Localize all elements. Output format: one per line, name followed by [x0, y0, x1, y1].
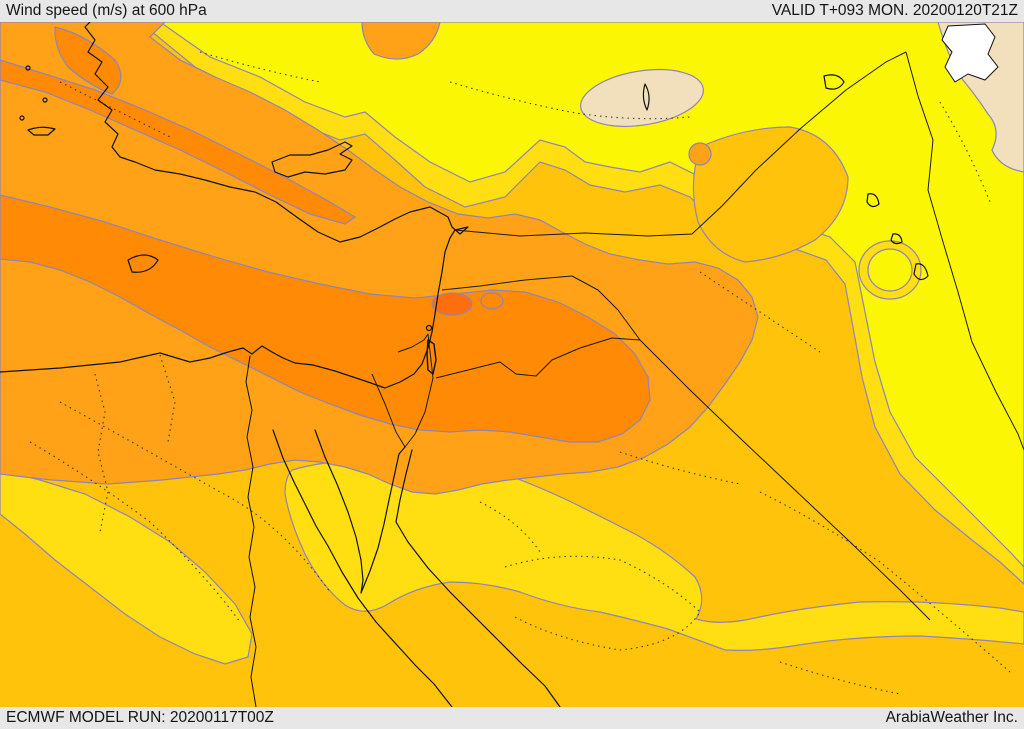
dotted-boundary [759, 491, 1011, 673]
dark-orange-streak-nw [0, 59, 357, 225]
coastline-red-sea-west [272, 429, 453, 707]
border-iraq-iran [905, 51, 1024, 451]
coastline-turkey-levant [0, 22, 469, 389]
yellow-cell-iraq [867, 248, 913, 292]
aegean-island [25, 65, 31, 71]
orange-spot-se-anatolia [688, 142, 712, 166]
dark-orange-blob-aegean [54, 26, 122, 95]
model-run-label: ECMWF MODEL RUN: 20200117T00Z [6, 709, 274, 726]
island-crete [27, 126, 56, 136]
dotted-boundary [619, 451, 741, 485]
sea-of-galilee [425, 324, 433, 332]
border-israel-north [397, 333, 429, 353]
border-jordan-valley [404, 333, 434, 448]
dotted-boundary [59, 81, 171, 138]
dotted-boundary [29, 441, 241, 623]
lake-van [823, 74, 845, 90]
lake-tharthar [866, 193, 880, 208]
dark-orange-core-levant [0, 194, 651, 443]
credit-label: ArabiaWeather Inc. [885, 709, 1018, 726]
coastline-sinai [314, 429, 406, 594]
aegean-island [42, 97, 48, 103]
footer-bar: ECMWF MODEL RUN: 20200117T00Z ArabiaWeat… [0, 707, 1024, 729]
coastline-red-sea-east [395, 449, 561, 707]
map-area [0, 22, 1024, 707]
white-patch-northeast [941, 23, 999, 83]
header-bar: Wind speed (m/s) at 600 hPa VALID T+093 … [0, 0, 1024, 22]
dotted-boundary [779, 661, 901, 695]
wind-speed-contour-map [0, 22, 1024, 707]
border-jordan-saudi-zigzag [435, 337, 931, 621]
border-israel-egypt [371, 373, 406, 448]
contour-ring-east-of-max [480, 292, 504, 310]
border-turkey-syria-iraq [454, 51, 907, 237]
dotted-boundary [479, 501, 541, 553]
island-rhodes [127, 254, 159, 273]
gold-band-southwest [0, 469, 253, 665]
lake-habbaniyah [890, 233, 903, 245]
nile-river [245, 355, 257, 707]
orange-blob-top-centre [361, 22, 441, 60]
dotted-boundary [199, 51, 321, 83]
valid-time-label: VALID T+093 MON. 20200120T21Z [771, 2, 1018, 19]
amber-island-se-anatolia [692, 126, 849, 263]
cream-cell-central-anatolia [580, 69, 704, 127]
border-syria-jordan [441, 275, 641, 341]
dotted-boundary [699, 271, 821, 353]
lake-razzaza [913, 263, 929, 281]
coastline-cyprus [271, 141, 353, 178]
map-title: Wind speed (m/s) at 600 hPa [6, 2, 207, 19]
aegean-island [19, 115, 25, 121]
dotted-boundary [939, 101, 991, 203]
dotted-boundary [59, 401, 331, 593]
lake-tuz [642, 83, 650, 111]
red-orange-max-dead-sea [431, 292, 473, 316]
